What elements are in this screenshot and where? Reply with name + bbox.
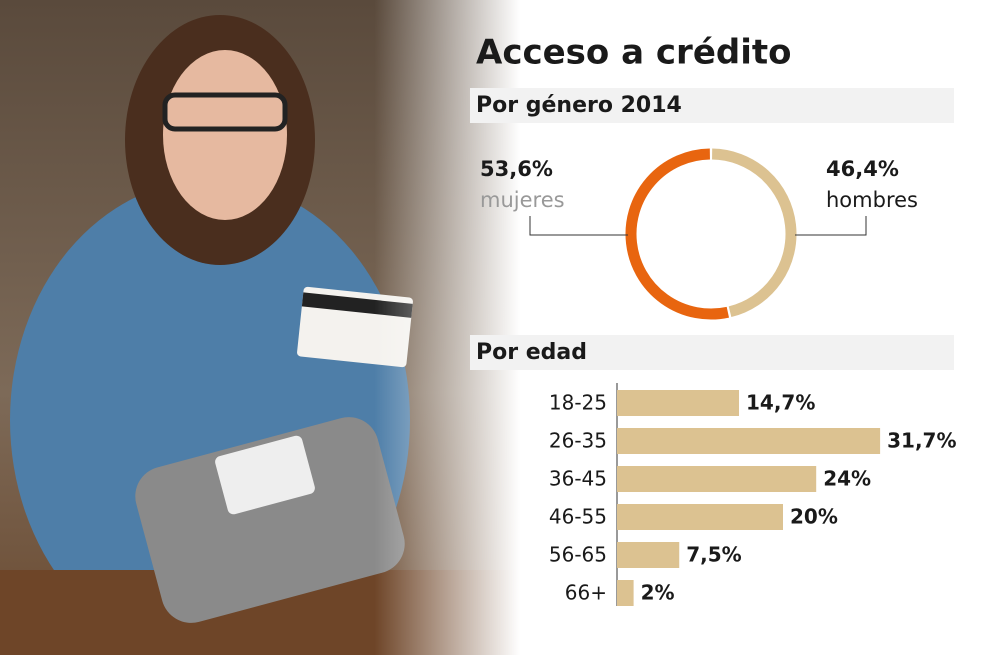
- value-label: 14,7%: [746, 391, 815, 415]
- value-label: 53,6%: [480, 157, 553, 181]
- category-label: 56-65: [549, 543, 607, 567]
- category-label: hombres: [826, 188, 918, 212]
- page-title: Acceso a crédito: [476, 33, 791, 73]
- bar: [617, 542, 680, 568]
- category-label: 18-25: [549, 391, 607, 415]
- donut-segment: [712, 148, 797, 318]
- bar: [617, 428, 881, 454]
- category-label: 26-35: [549, 429, 607, 453]
- category-label: 36-45: [549, 467, 607, 491]
- bar: [617, 466, 817, 492]
- donut-segment: [625, 148, 730, 320]
- value-label: 46,4%: [826, 157, 899, 181]
- section-title: Por género 2014: [476, 93, 682, 118]
- section-band: [470, 335, 954, 370]
- bar: [617, 504, 783, 530]
- value-label: 20%: [790, 505, 838, 529]
- category-label: 46-55: [549, 505, 607, 529]
- section-band: [470, 88, 954, 123]
- category-label: 66+: [565, 581, 607, 605]
- photo: [0, 0, 520, 655]
- value-label: 31,7%: [887, 429, 956, 453]
- value-label: 2%: [641, 581, 675, 605]
- bar: [617, 390, 740, 416]
- value-label: 7,5%: [686, 543, 741, 567]
- category-label: mujeres: [480, 188, 565, 212]
- bar: [617, 580, 634, 606]
- value-label: 24%: [823, 467, 871, 491]
- section-title: Por edad: [476, 340, 587, 365]
- leader-line: [529, 216, 628, 236]
- leader-line: [795, 216, 867, 236]
